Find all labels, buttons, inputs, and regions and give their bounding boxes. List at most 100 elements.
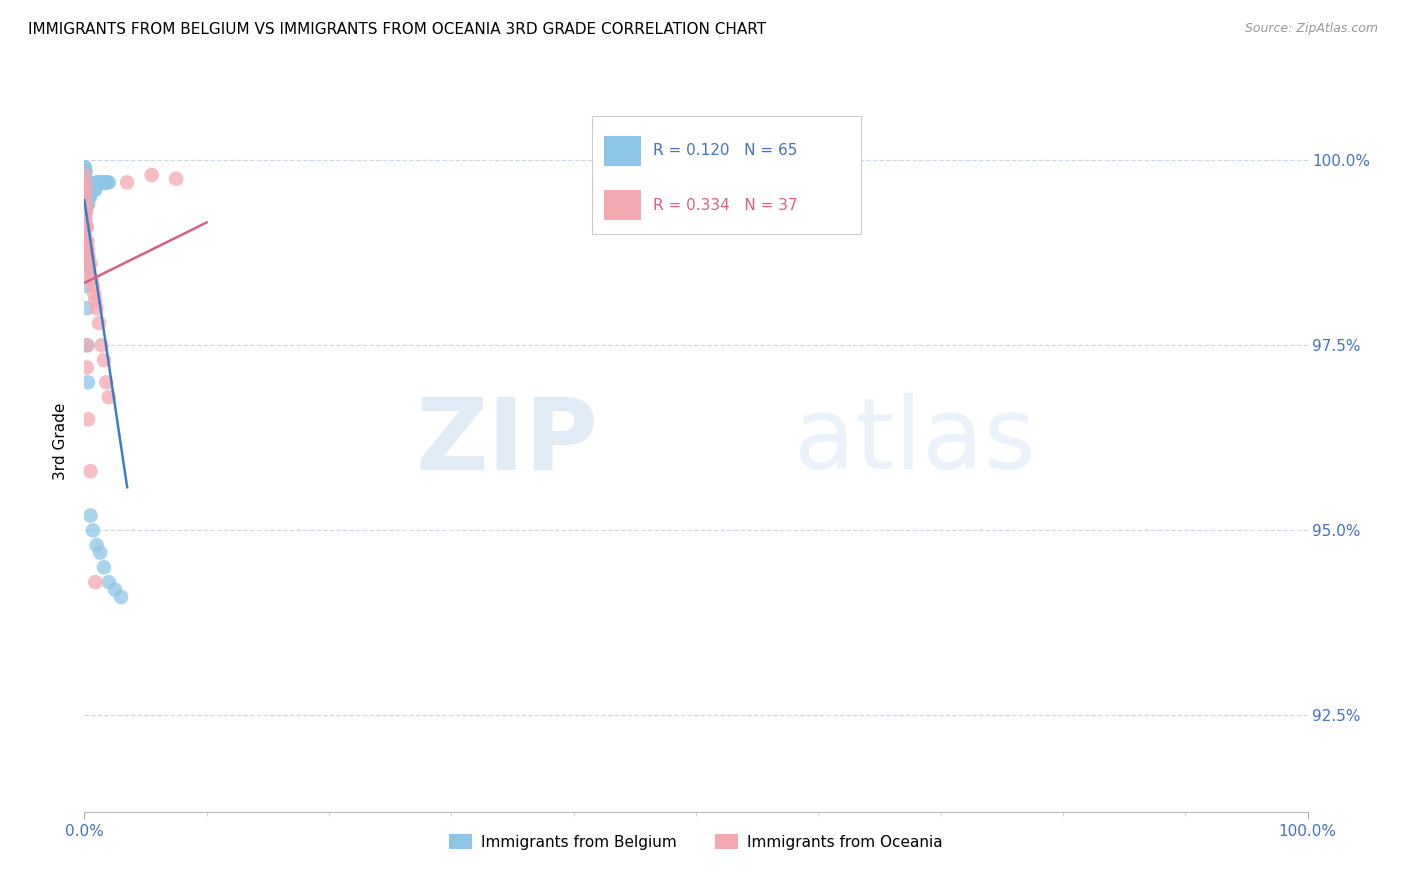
Point [93, 353, 115, 368]
Point [165, 171, 187, 186]
Point [75, 183, 97, 197]
Point [96, 176, 118, 190]
Point [73, 219, 96, 234]
Point [73, 176, 96, 190]
FancyBboxPatch shape [592, 116, 860, 235]
Point [89, 176, 111, 190]
Point [77, 264, 100, 278]
Point [73, 164, 96, 178]
Point [115, 176, 138, 190]
Point [86, 301, 108, 316]
Point [84, 575, 107, 590]
Point [75, 171, 97, 186]
Point [75, 235, 97, 249]
Point [75, 219, 97, 234]
Point [75, 257, 97, 271]
Point [76, 301, 98, 316]
Point [73, 161, 96, 175]
Point [91, 176, 114, 190]
Point [75, 202, 97, 216]
Point [75, 183, 97, 197]
Point [86, 176, 108, 190]
Point [97, 176, 120, 190]
Point [84, 183, 107, 197]
Point [73, 212, 96, 227]
Point [97, 390, 120, 404]
Point [75, 279, 97, 293]
Point [75, 194, 97, 208]
Point [77, 190, 100, 204]
Point [75, 190, 97, 204]
Point [90, 338, 112, 352]
Text: IMMIGRANTS FROM BELGIUM VS IMMIGRANTS FROM OCEANIA 3RD GRADE CORRELATION CHART: IMMIGRANTS FROM BELGIUM VS IMMIGRANTS FR… [28, 22, 766, 37]
Point [73, 190, 96, 204]
Point [73, 183, 96, 197]
Point [75, 264, 97, 278]
Point [75, 179, 97, 194]
Text: atlas: atlas [794, 393, 1035, 490]
Point [93, 560, 115, 574]
Point [97, 176, 120, 190]
Point [76, 250, 98, 264]
Point [97, 575, 120, 590]
Point [76, 338, 98, 352]
Point [76, 183, 98, 197]
Point [87, 176, 110, 190]
Point [75, 242, 97, 256]
Point [75, 186, 97, 201]
Point [76, 360, 98, 375]
Point [75, 205, 97, 219]
Y-axis label: 3rd Grade: 3rd Grade [53, 403, 69, 480]
FancyBboxPatch shape [605, 190, 641, 220]
Point [83, 286, 105, 301]
Point [73, 227, 96, 242]
Point [87, 316, 110, 330]
Point [93, 176, 115, 190]
Point [73, 176, 96, 190]
Point [96, 376, 118, 390]
Point [76, 190, 98, 204]
Point [79, 190, 101, 204]
Point [79, 257, 101, 271]
FancyBboxPatch shape [605, 136, 641, 166]
Point [77, 190, 100, 204]
Point [77, 412, 100, 426]
Point [77, 197, 100, 211]
Point [77, 250, 100, 264]
Point [84, 293, 107, 308]
Point [94, 176, 117, 190]
Point [141, 168, 163, 182]
Point [75, 338, 97, 352]
Point [79, 464, 101, 478]
Point [73, 219, 96, 234]
Point [82, 279, 104, 293]
Point [77, 190, 100, 204]
Text: ZIP: ZIP [415, 393, 598, 490]
Point [76, 197, 98, 211]
Point [75, 164, 97, 178]
Point [83, 183, 105, 197]
Point [73, 168, 96, 182]
Point [79, 508, 101, 523]
Point [73, 205, 96, 219]
Point [73, 168, 96, 182]
Point [73, 171, 96, 186]
Point [90, 176, 112, 190]
Point [76, 235, 98, 249]
Point [86, 538, 108, 552]
Point [75, 197, 97, 211]
Point [75, 197, 97, 211]
Text: R = 0.120   N = 65: R = 0.120 N = 65 [654, 144, 797, 158]
Point [77, 242, 100, 256]
Point [73, 161, 96, 175]
Text: R = 0.334   N = 37: R = 0.334 N = 37 [654, 198, 797, 212]
Point [80, 183, 103, 197]
Point [75, 176, 97, 190]
Point [80, 271, 103, 285]
Legend: Immigrants from Belgium, Immigrants from Oceania: Immigrants from Belgium, Immigrants from… [443, 828, 949, 856]
Point [73, 168, 96, 182]
Point [76, 219, 98, 234]
Point [87, 176, 110, 190]
Point [76, 190, 98, 204]
Point [77, 376, 100, 390]
